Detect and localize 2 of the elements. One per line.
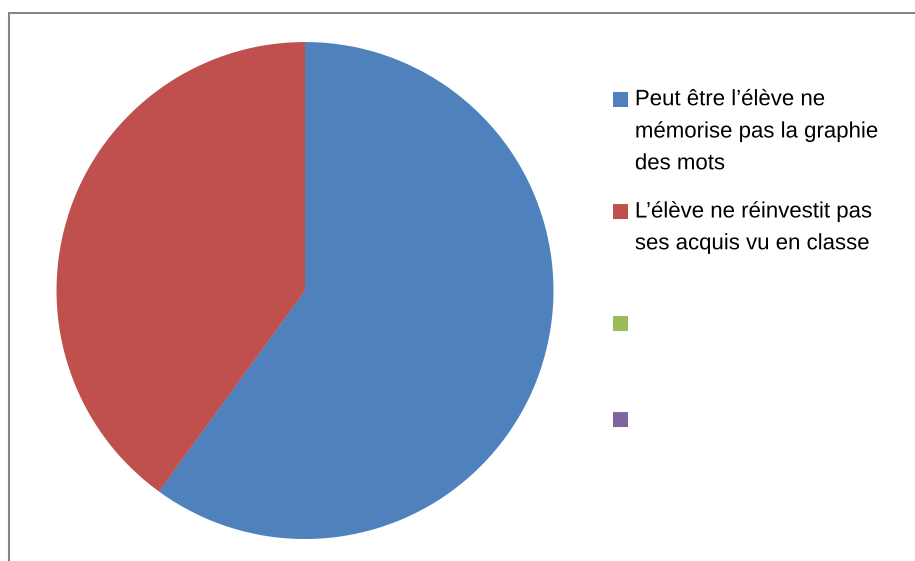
legend-label: Peut être l’élève ne mémorise pas la graphie des mots (636, 88, 878, 170)
legend-label: L’élève ne réinvestit pas ses acquis vu en classe (636, 201, 872, 254)
